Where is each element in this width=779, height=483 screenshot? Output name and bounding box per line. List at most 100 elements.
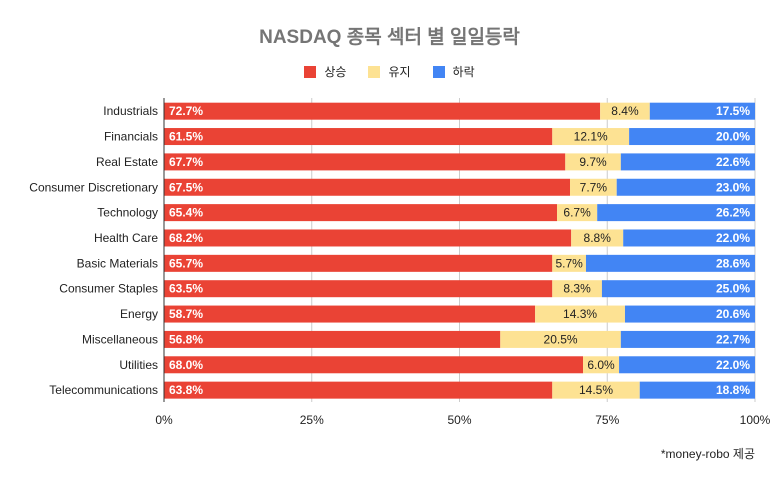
bar-segment-hold bbox=[535, 305, 625, 323]
data-label: 20.6% bbox=[716, 307, 750, 321]
x-tick-label: 100% bbox=[740, 413, 771, 427]
bar-segment-hold bbox=[552, 280, 602, 298]
category-label: Utilities bbox=[119, 358, 158, 372]
bar-segment-down bbox=[620, 153, 755, 171]
x-tick-label: 75% bbox=[595, 413, 619, 427]
bar-segment-down bbox=[597, 204, 755, 222]
legend-item-hold: 유지 bbox=[368, 63, 411, 80]
data-label: 14.5% bbox=[579, 383, 613, 397]
data-label: 28.6% bbox=[716, 256, 750, 270]
category-label: Basic Materials bbox=[77, 256, 158, 270]
bar-segment-down bbox=[620, 330, 755, 348]
bar-segment-hold bbox=[583, 356, 620, 374]
bar-segment-up bbox=[164, 204, 558, 222]
bar-segment-down bbox=[616, 178, 755, 196]
category-label: Consumer Discretionary bbox=[29, 180, 158, 194]
x-tick-label: 50% bbox=[447, 413, 471, 427]
category-label: Financials bbox=[104, 130, 158, 144]
legend-label-up: 상승 bbox=[324, 65, 347, 79]
category-label: Miscellaneous bbox=[82, 332, 158, 346]
data-label: 25.0% bbox=[716, 282, 750, 296]
bar-segment-up bbox=[164, 153, 566, 171]
category-label: Technology bbox=[97, 206, 158, 220]
data-label: 56.8% bbox=[169, 332, 203, 346]
category-label: Consumer Staples bbox=[59, 282, 158, 296]
bar-segment-up bbox=[164, 178, 571, 196]
data-label: 18.8% bbox=[716, 383, 750, 397]
data-label: 8.4% bbox=[611, 104, 639, 118]
bar-segment-hold bbox=[557, 204, 598, 222]
x-tick-label: 25% bbox=[300, 413, 324, 427]
category-label: Health Care bbox=[94, 231, 158, 245]
data-label: 67.5% bbox=[169, 180, 203, 194]
legend-item-down: 하락 bbox=[432, 63, 475, 80]
category-label: Telecommunications bbox=[49, 383, 158, 397]
bar-segment-hold bbox=[500, 330, 621, 348]
data-label: 17.5% bbox=[716, 104, 750, 118]
bar-segment-hold bbox=[600, 102, 650, 120]
bar-segment-down bbox=[619, 356, 755, 374]
bar-segment-up bbox=[164, 356, 584, 374]
data-label: 7.7% bbox=[580, 180, 608, 194]
data-label: 22.6% bbox=[716, 155, 750, 169]
data-label: 20.0% bbox=[716, 130, 750, 144]
data-label: 6.0% bbox=[587, 358, 615, 372]
bar-segment-down bbox=[649, 102, 755, 120]
bar-segment-hold bbox=[552, 254, 586, 272]
data-label: 8.3% bbox=[563, 282, 591, 296]
legend-label-down: 하락 bbox=[452, 65, 475, 79]
data-label: 6.7% bbox=[563, 206, 591, 220]
bar-segment-up bbox=[164, 280, 553, 298]
data-label: 58.7% bbox=[169, 307, 203, 321]
bar-segment-up bbox=[164, 128, 553, 146]
data-label: 14.3% bbox=[563, 307, 597, 321]
data-label: 22.0% bbox=[716, 358, 750, 372]
legend-item-up: 상승 bbox=[304, 63, 346, 80]
source-note: *money-robo 제공 bbox=[660, 447, 755, 461]
data-label: 65.4% bbox=[169, 206, 203, 220]
bar-segment-hold bbox=[565, 153, 621, 171]
bar-segment-down bbox=[629, 128, 755, 146]
data-label: 22.7% bbox=[716, 332, 750, 346]
bar-segment-down bbox=[623, 229, 755, 247]
category-label: Energy bbox=[120, 307, 158, 321]
bar-segment-down bbox=[624, 305, 755, 323]
bar-segment-up bbox=[164, 229, 572, 247]
bar-segment-up bbox=[164, 381, 553, 399]
bar-segment-hold bbox=[552, 381, 640, 399]
data-label: 67.7% bbox=[169, 155, 203, 169]
category-label: Industrials bbox=[103, 104, 158, 118]
data-label: 72.7% bbox=[169, 104, 203, 118]
legend-label-hold: 유지 bbox=[388, 65, 411, 79]
legend-swatch-hold bbox=[368, 65, 381, 78]
data-label: 65.7% bbox=[169, 256, 203, 270]
bar-segment-up bbox=[164, 330, 501, 348]
legend-swatch-up bbox=[304, 65, 317, 78]
bar-segment-down bbox=[639, 381, 755, 399]
category-label: Real Estate bbox=[96, 155, 158, 169]
data-label: 23.0% bbox=[716, 180, 750, 194]
data-label: 63.5% bbox=[169, 282, 203, 296]
data-label: 26.2% bbox=[716, 206, 750, 220]
bar-segment-down bbox=[601, 280, 755, 298]
data-label: 5.7% bbox=[555, 256, 583, 270]
data-label: 68.2% bbox=[169, 231, 203, 245]
legend: 상승 유지 하락 bbox=[0, 63, 779, 80]
data-label: 20.5% bbox=[544, 332, 578, 346]
bar-segment-hold bbox=[552, 128, 630, 146]
data-label: 61.5% bbox=[169, 130, 203, 144]
bar-segment-hold bbox=[570, 178, 617, 196]
x-tick-label: 0% bbox=[155, 413, 173, 427]
bar-segment-up bbox=[164, 254, 553, 272]
bar-segment-up bbox=[164, 102, 601, 120]
bar-segment-up bbox=[164, 305, 536, 323]
bar-segment-hold bbox=[571, 229, 624, 247]
bar-segment-down bbox=[585, 254, 755, 272]
data-label: 68.0% bbox=[169, 358, 203, 372]
data-label: 8.8% bbox=[584, 231, 612, 245]
data-label: 63.8% bbox=[169, 383, 203, 397]
data-label: 9.7% bbox=[579, 155, 607, 169]
data-label: 12.1% bbox=[574, 130, 608, 144]
legend-swatch-down bbox=[432, 65, 445, 78]
